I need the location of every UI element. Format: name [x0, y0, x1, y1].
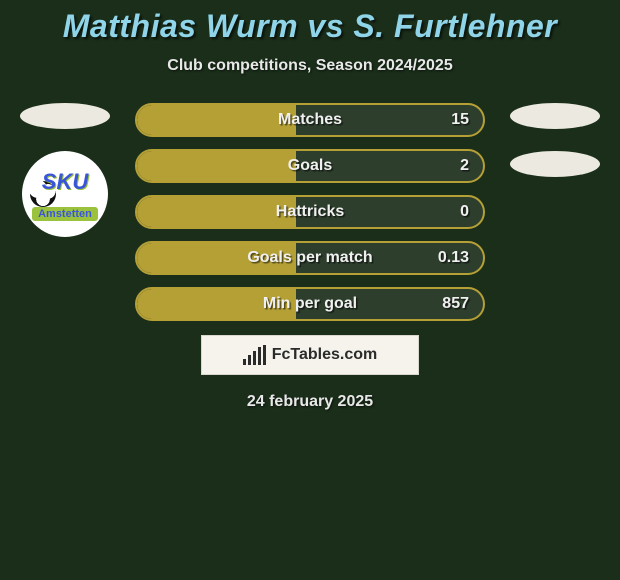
club-logo-left: SKU Amstetten [22, 151, 108, 237]
right-player-column [500, 103, 610, 199]
stat-bar: Matches 15 [135, 103, 485, 137]
stat-bar: Min per goal 857 [135, 287, 485, 321]
stat-metric-label: Goals [288, 157, 332, 175]
watermark: FcTables.com [201, 335, 419, 375]
stat-value: 0 [460, 203, 469, 221]
page-title: Matthias Wurm vs S. Furtlehner [0, 0, 620, 45]
comparison-block: SKU Amstetten Matches 15 Goals 2 Hattric… [0, 75, 620, 411]
stat-value: 2 [460, 157, 469, 175]
stats-bars: Matches 15 Goals 2 Hattricks 0 Goals per… [135, 103, 485, 321]
stat-metric-label: Hattricks [276, 203, 344, 221]
stat-bar-fill [137, 151, 296, 181]
watermark-text: FcTables.com [272, 346, 378, 364]
stat-bar-fill [137, 197, 296, 227]
date-label: 24 february 2025 [0, 393, 620, 411]
stat-metric-label: Matches [278, 111, 342, 129]
player-photo-placeholder-right-1 [510, 103, 600, 129]
bar-chart-icon [243, 345, 266, 365]
club-logo-text-bottom: Amstetten [32, 207, 98, 221]
stat-bar: Goals 2 [135, 149, 485, 183]
stat-bar: Hattricks 0 [135, 195, 485, 229]
stat-metric-label: Goals per match [247, 249, 372, 267]
left-player-column: SKU Amstetten [10, 103, 120, 237]
stat-bar: Goals per match 0.13 [135, 241, 485, 275]
stat-value: 15 [451, 111, 469, 129]
stat-metric-label: Min per goal [263, 295, 357, 313]
player-photo-placeholder-left [20, 103, 110, 129]
player-photo-placeholder-right-2 [510, 151, 600, 177]
subtitle: Club competitions, Season 2024/2025 [0, 57, 620, 75]
stat-value: 0.13 [438, 249, 469, 267]
stat-value: 857 [442, 295, 469, 313]
club-logo-text-top: SKU [42, 169, 88, 195]
stat-bar-fill [137, 105, 296, 135]
